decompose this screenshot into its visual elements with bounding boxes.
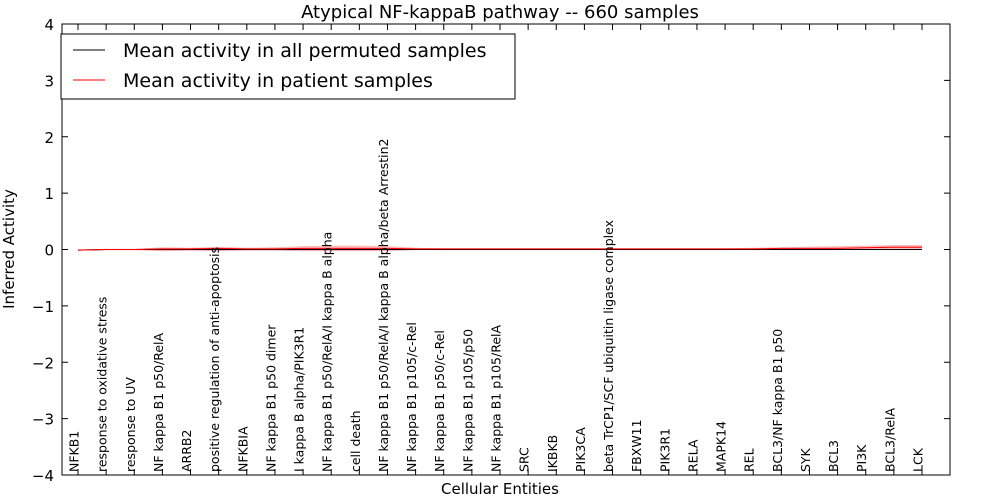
y-tick-label: −4 xyxy=(32,467,54,485)
legend-label-permuted: Mean activity in all permuted samples xyxy=(123,40,486,62)
x-tick-label: NF kappa B1 p50/c-Rel xyxy=(432,330,447,472)
x-tick-label: I kappa B alpha/PIK3R1 xyxy=(292,327,307,472)
x-tick-label: NFKB1 xyxy=(67,431,82,472)
x-tick-label: NF kappa B1 p50/RelA/I kappa B alpha/bet… xyxy=(376,139,391,473)
series-line-1 xyxy=(77,249,922,251)
x-tick-label: BCL3 xyxy=(826,440,841,472)
y-tick-label: 2 xyxy=(44,129,54,147)
y-tick-label: 0 xyxy=(44,242,54,260)
x-tick-label: NF kappa B1 p50/RelA/I kappa B alpha xyxy=(320,232,335,472)
x-axis: NFKB1 response to oxidative stress respons… xyxy=(67,24,926,475)
x-tick-label: positive regulation of anti-apoptosis xyxy=(207,247,222,472)
series-line-2 xyxy=(77,246,922,251)
x-tick-label: NF kappa B1 p105/RelA xyxy=(489,325,504,472)
x-tick-label: BCL3/NF kappa B1 p50 xyxy=(770,329,785,472)
x-tick-label: NF kappa B1 p50 dimer xyxy=(263,324,278,472)
y-tick-label: −3 xyxy=(32,411,54,429)
x-tick-label: NF kappa B1 p50/RelA xyxy=(151,332,166,472)
chart-title: Atypical NF-kappaB pathway -- 660 sample… xyxy=(301,2,699,23)
x-tick-label: NF kappa B1 p105/p50 xyxy=(460,329,475,472)
legend: Mean activity in all permuted samples Me… xyxy=(60,33,516,100)
x-tick-label: NFKBIA xyxy=(235,426,250,472)
x-tick-label: IKBKB xyxy=(545,435,560,472)
x-tick-label: PIK3CA xyxy=(573,427,588,472)
x-tick-label: REL xyxy=(742,448,757,472)
x-tick-label: SRC xyxy=(517,447,532,472)
y-tick-label: 1 xyxy=(44,185,54,203)
y-tick-label: 4 xyxy=(44,16,54,34)
y-axis: −4 −3 −2 −1 0 1 2 3 4 xyxy=(32,16,950,485)
x-tick-label: PI3K xyxy=(854,444,869,472)
x-tick-label: beta TrCP1/SCF ubiquitin ligase complex xyxy=(601,220,616,472)
x-tick-label: MAPK14 xyxy=(714,421,729,472)
y-tick-label: −2 xyxy=(32,354,54,372)
x-tick-label: SYK xyxy=(798,447,813,472)
x-tick-label: RELA xyxy=(685,439,700,472)
x-tick-label: response to oxidative stress xyxy=(95,297,110,472)
x-tick-label: BCL3/RelA xyxy=(882,408,897,472)
x-tick-label: PIK3R1 xyxy=(657,428,672,472)
y-axis-label: Inferred Activity xyxy=(0,189,18,309)
x-tick-label: ARRB2 xyxy=(179,430,194,472)
legend-label-patient: Mean activity in patient samples xyxy=(123,70,433,92)
x-tick-label: FBXW11 xyxy=(629,419,644,472)
x-axis-label: Cellular Entities xyxy=(441,480,559,498)
legend-box xyxy=(60,33,516,100)
plot-area xyxy=(77,245,922,252)
y-tick-label: −1 xyxy=(32,298,54,316)
x-tick-label: NF kappa B1 p105/c-Rel xyxy=(404,322,419,472)
x-tick-label: response to UV xyxy=(123,377,138,472)
y-tick-label: 3 xyxy=(44,72,54,90)
x-tick-label: LCK xyxy=(911,447,926,472)
x-tick-label: cell death xyxy=(348,410,363,472)
